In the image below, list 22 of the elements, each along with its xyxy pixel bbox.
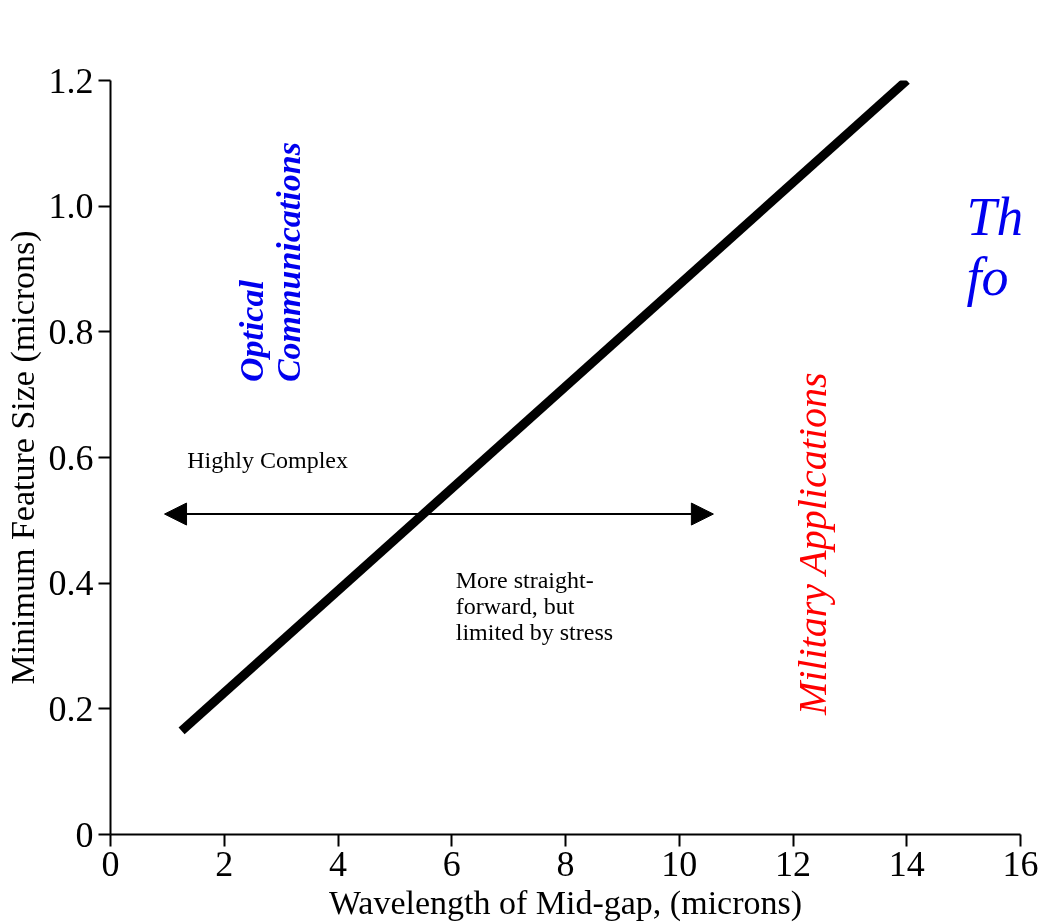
x-tick-label: 4 [329, 843, 347, 884]
y-tick-label: 0 [75, 814, 94, 855]
y-tick-label: 1.2 [48, 60, 94, 101]
x-tick-label: 10 [661, 843, 698, 884]
x-tick-label: 8 [556, 843, 575, 884]
y-tick-label: 0.6 [48, 437, 94, 478]
annotation: Military Applications [790, 372, 836, 717]
y-axis-title: Minimum Feature Size (microns) [3, 230, 42, 685]
annotation: More straight- forward, but limited by stress [455, 567, 614, 646]
y-tick-label: 0.2 [48, 688, 94, 729]
x-tick-label: 12 [775, 843, 811, 884]
annotation: Highly Complex [187, 447, 348, 474]
y-tick-label: 1.0 [48, 186, 94, 227]
x-tick-label: 2 [215, 843, 234, 884]
y-tick-label: 0.4 [48, 563, 94, 604]
x-tick-label: 14 [888, 843, 925, 884]
annotation: Optical Communications [232, 142, 307, 383]
x-tick-label: 16 [1002, 843, 1039, 884]
y-tick-label: 0.8 [48, 311, 94, 352]
x-tick-label: 6 [442, 843, 461, 884]
x-axis-title: Wavelength of Mid-gap, (microns) [328, 883, 803, 922]
x-tick-label: 0 [101, 843, 120, 884]
